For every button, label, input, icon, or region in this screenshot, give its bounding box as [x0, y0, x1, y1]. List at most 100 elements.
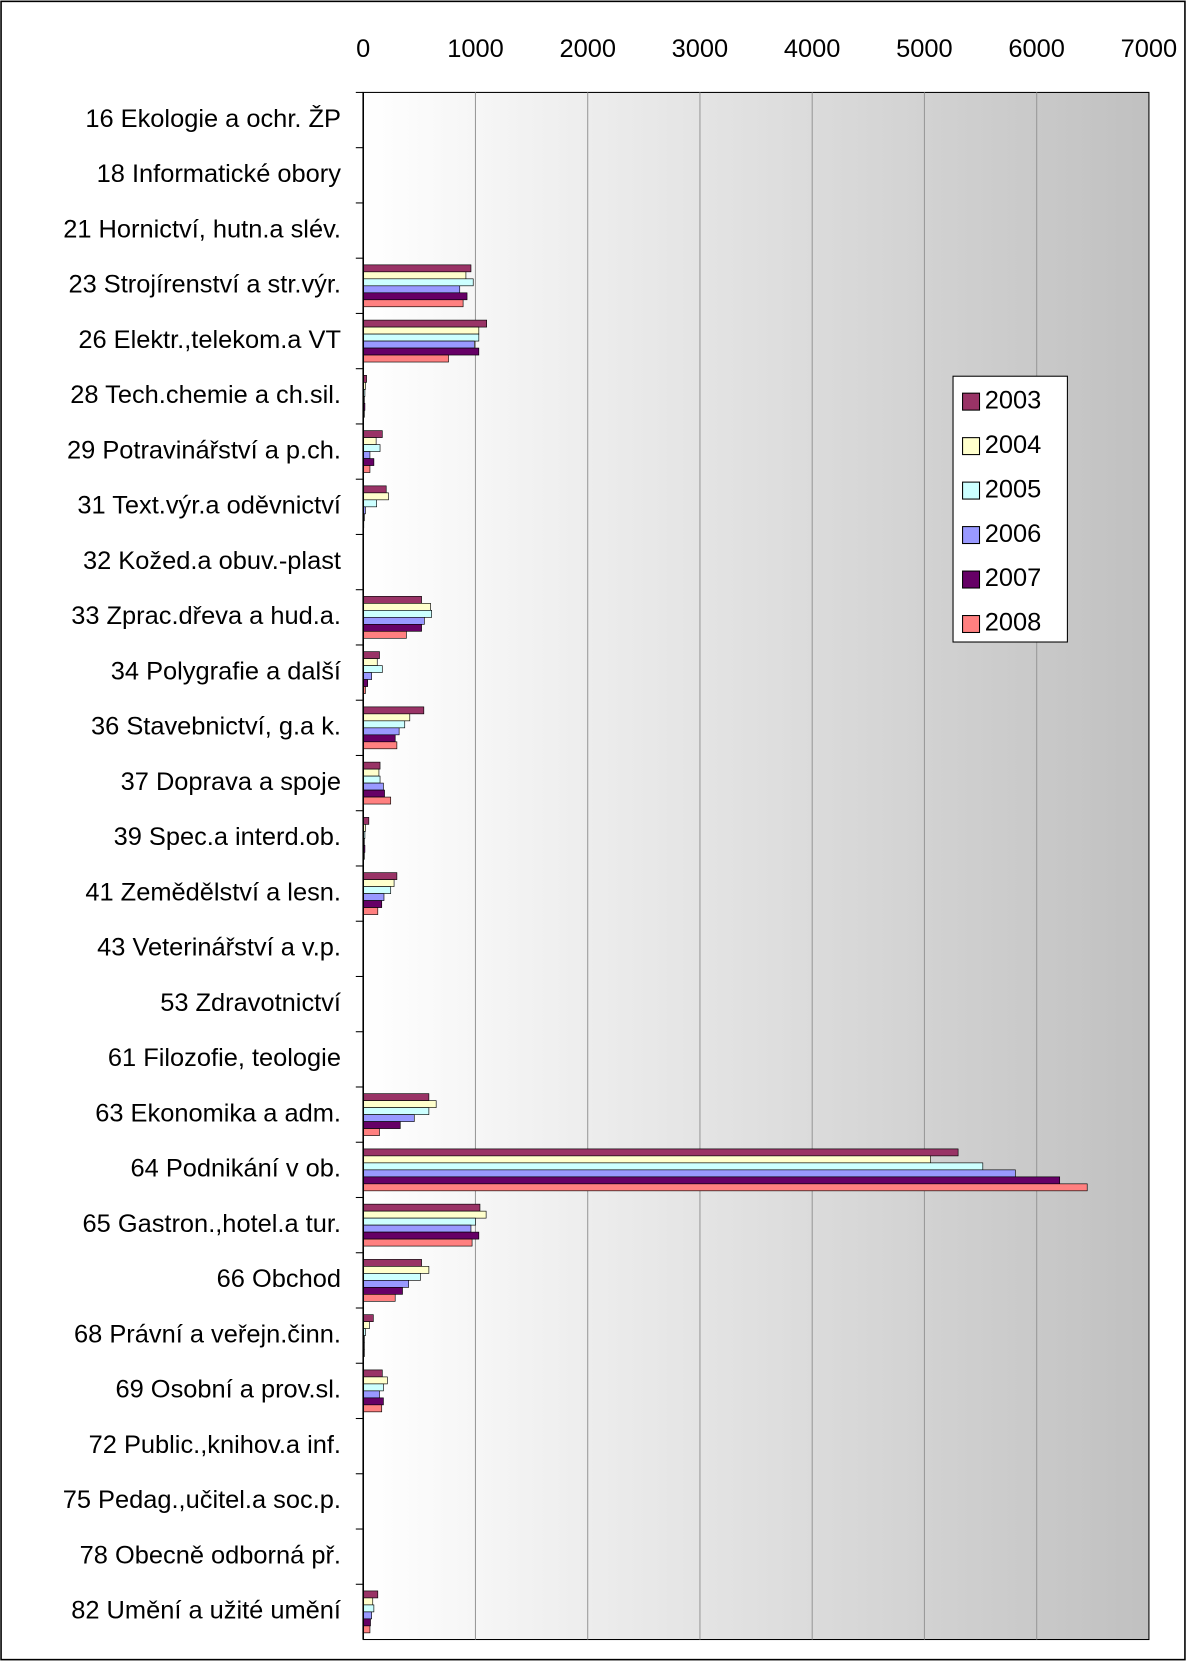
bar	[362, 782, 384, 791]
bar	[362, 1100, 437, 1108]
bar	[362, 893, 385, 901]
bar	[362, 1618, 371, 1627]
bar	[362, 1259, 422, 1267]
y-tick-label: 37 Doprava a spoje	[121, 768, 341, 796]
y-tick-label: 43 Veterinářství a v.p.	[97, 934, 341, 962]
bar	[362, 1210, 487, 1219]
bar	[362, 1183, 1088, 1192]
bar	[362, 617, 425, 625]
bar	[362, 741, 398, 750]
bar	[362, 1169, 1016, 1178]
bar	[362, 1231, 480, 1240]
y-tick-label: 33 Zprac.dřeva a hud.a.	[71, 602, 341, 630]
bar	[362, 727, 400, 736]
bar	[362, 1625, 371, 1634]
y-tick-label: 23 Strojírenství a str.výr.	[68, 271, 341, 299]
bar	[362, 430, 383, 438]
bar	[362, 603, 431, 611]
bar	[362, 1093, 430, 1101]
bar	[362, 1162, 984, 1171]
y-tick-label: 32 Kožed.a obuv.-plast	[83, 547, 341, 575]
bar	[362, 1128, 380, 1136]
bar	[362, 1273, 421, 1281]
bar	[362, 630, 407, 639]
x-tick-label: 4000	[784, 35, 841, 63]
bar	[362, 492, 389, 501]
bar	[362, 900, 383, 908]
bar	[362, 319, 488, 328]
bar	[362, 1597, 374, 1606]
bar	[362, 264, 472, 273]
x-tick-label: 5000	[896, 35, 953, 63]
bar	[362, 1217, 476, 1226]
bar	[362, 444, 381, 452]
y-tick-label: 29 Potravinářství a p.ch.	[67, 436, 341, 464]
y-tick-label: 64 Podnikání v ob.	[131, 1155, 341, 1183]
bar	[362, 720, 406, 729]
bar	[362, 285, 461, 294]
bar	[362, 734, 396, 743]
bar	[362, 1397, 384, 1406]
legend-swatch	[962, 437, 981, 456]
bar	[362, 1294, 396, 1302]
bar	[362, 465, 371, 473]
bar	[362, 817, 370, 825]
bar	[362, 775, 381, 784]
legend-swatch	[962, 526, 981, 545]
bar	[362, 1155, 931, 1164]
y-tick-label: 65 Gastron.,hotel.a tur.	[83, 1210, 341, 1238]
bar	[362, 610, 433, 618]
x-tick-label: 0	[356, 35, 370, 63]
bar	[362, 651, 380, 659]
legend-swatch	[962, 615, 981, 634]
legend	[952, 375, 1068, 643]
bar	[362, 1369, 383, 1378]
bar	[362, 658, 378, 666]
bar	[362, 1121, 401, 1129]
y-tick-label: 16 Ekologie a ochr. ŽP	[85, 104, 341, 133]
y-tick-label: 26 Elektr.,telekom.a VT	[78, 326, 341, 354]
bar	[362, 1376, 388, 1385]
bar	[362, 499, 377, 508]
y-tick-label: 72 Public.,knihov.a inf.	[89, 1431, 341, 1459]
y-tick-label: 75 Pedag.,učitel.a soc.p.	[63, 1486, 341, 1514]
bar	[362, 1314, 374, 1322]
bar	[362, 326, 480, 335]
x-tick-label: 3000	[672, 35, 729, 63]
y-tick-label: 36 Stavebnictví, g.a k.	[91, 713, 341, 741]
bar	[362, 451, 371, 459]
bar	[362, 886, 392, 894]
bar	[362, 299, 464, 308]
bar	[362, 347, 480, 356]
y-tick-label: 39 Spec.a interd.ob.	[114, 823, 341, 851]
bar	[362, 1114, 415, 1122]
bar	[362, 907, 379, 915]
y-tick-label: 61 Filozofie, teologie	[108, 1044, 341, 1072]
y-tick-label: 34 Polygrafie a další	[111, 657, 341, 685]
bar	[362, 333, 480, 342]
y-tick-label: 18 Informatické obory	[97, 160, 342, 188]
bar	[362, 789, 385, 798]
bar	[362, 1590, 379, 1599]
y-tick-label: 31 Text.výr.a oděvnictví	[77, 492, 341, 520]
legend-label: 2008	[985, 609, 1042, 637]
bar	[362, 1266, 430, 1274]
bar	[362, 458, 375, 466]
x-tick-label: 7000	[1121, 35, 1178, 63]
bar	[362, 278, 474, 287]
bar	[362, 1107, 430, 1115]
bar	[362, 1280, 409, 1288]
bar	[362, 271, 467, 280]
bar	[362, 672, 372, 680]
bar	[362, 713, 411, 722]
legend-label: 2006	[985, 520, 1042, 548]
bar	[362, 1203, 481, 1212]
bar	[362, 437, 377, 445]
y-tick-label: 41 Zemědělství a lesn.	[85, 878, 341, 906]
bar	[362, 1390, 380, 1399]
bar	[362, 1611, 372, 1620]
x-tick-label: 1000	[447, 35, 504, 63]
y-tick-label: 78 Obecně odborná př.	[80, 1541, 341, 1569]
legend-swatch	[962, 392, 981, 411]
